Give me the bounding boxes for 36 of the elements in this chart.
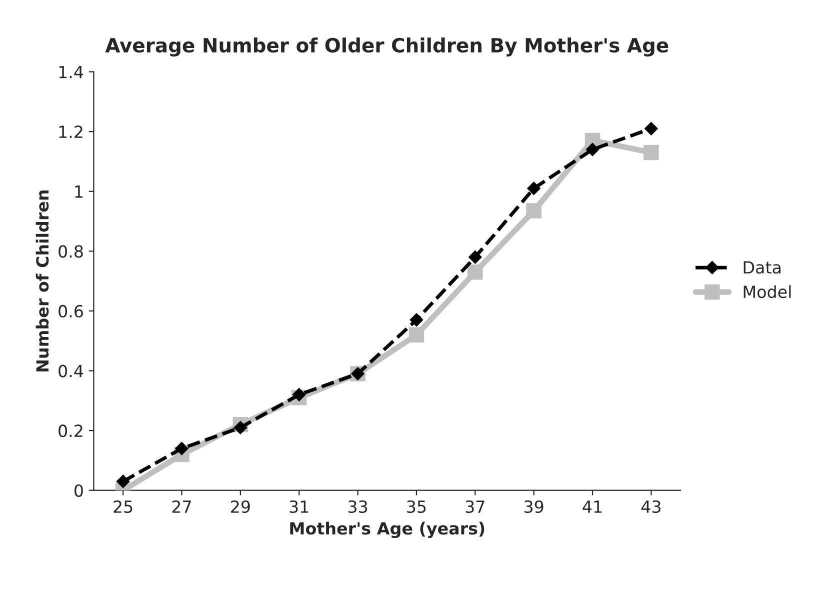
point [292, 388, 306, 402]
x-tick-label: 33 [348, 500, 368, 513]
y-tick-label: 0.6 [58, 304, 83, 318]
y-tick-label: 0.4 [58, 364, 84, 378]
y-tick-label: 0.2 [58, 424, 82, 438]
x-tick-label: 43 [641, 500, 660, 513]
y-tick-label: 1.4 [59, 66, 84, 78]
point [408, 327, 424, 343]
x-tick-label: 39 [524, 500, 544, 513]
point [468, 264, 483, 280]
y-tick-label: 0 [74, 484, 83, 497]
point [175, 442, 188, 456]
x-tick-label: 41 [582, 500, 602, 513]
point [644, 122, 658, 136]
y-axis-title: Number of Children [36, 190, 49, 372]
y-tick-label: 1 [75, 186, 82, 198]
point [586, 142, 600, 156]
y-tick-label: 1.2 [59, 126, 82, 138]
x-tick-label: 25 [114, 500, 132, 513]
y-tick-label: 0.8 [58, 245, 83, 258]
point [116, 474, 130, 488]
x-tick-label: 37 [466, 500, 484, 513]
x-tick-label: 35 [407, 500, 426, 513]
point [526, 203, 542, 218]
x-tick-label: 27 [172, 500, 191, 513]
point [410, 313, 424, 327]
x-axis-title: Mother's Age (years) [290, 522, 484, 538]
point [468, 250, 482, 264]
x-tick-label: 29 [231, 500, 250, 513]
x-tick-label: 31 [290, 500, 308, 513]
point [527, 182, 540, 195]
legend-label: Model [744, 285, 791, 298]
point [644, 144, 659, 160]
chart-title: Average Number of Older Children By Mother's Age [105, 38, 668, 57]
legend-label: Data [744, 261, 780, 274]
point [234, 420, 248, 434]
